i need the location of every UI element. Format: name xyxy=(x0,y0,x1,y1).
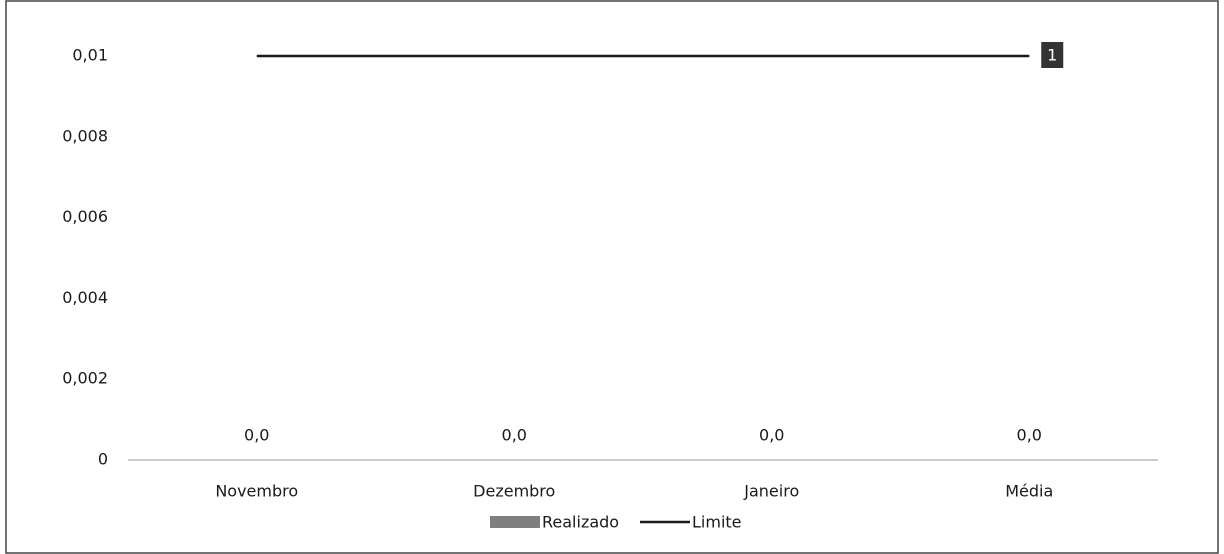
y-tick-label: 0 xyxy=(98,450,108,469)
legend-label: Limite xyxy=(692,513,742,532)
x-tick-label: Novembro xyxy=(215,482,298,501)
y-tick-label: 0,004 xyxy=(62,288,108,307)
x-tick-label: Dezembro xyxy=(473,482,555,501)
x-tick-label: Janeiro xyxy=(743,482,799,501)
annotation-box xyxy=(1041,42,1064,68)
y-tick-label: 0,006 xyxy=(62,207,108,226)
data-label: 0,0 xyxy=(502,426,527,445)
y-tick-label: 0,002 xyxy=(62,369,108,388)
data-label: 0,0 xyxy=(1017,426,1042,445)
data-label: 0,0 xyxy=(759,426,784,445)
data-label: 0,0 xyxy=(244,426,269,445)
legend-swatch xyxy=(490,516,540,528)
annotation: 1 xyxy=(1047,46,1057,65)
chart-frame xyxy=(5,0,1219,554)
y-tick-label: 0,008 xyxy=(62,126,108,145)
legend-label: Realizado xyxy=(542,513,619,532)
x-tick-label: Média xyxy=(1005,482,1053,501)
y-tick-label: 0,01 xyxy=(72,46,108,65)
